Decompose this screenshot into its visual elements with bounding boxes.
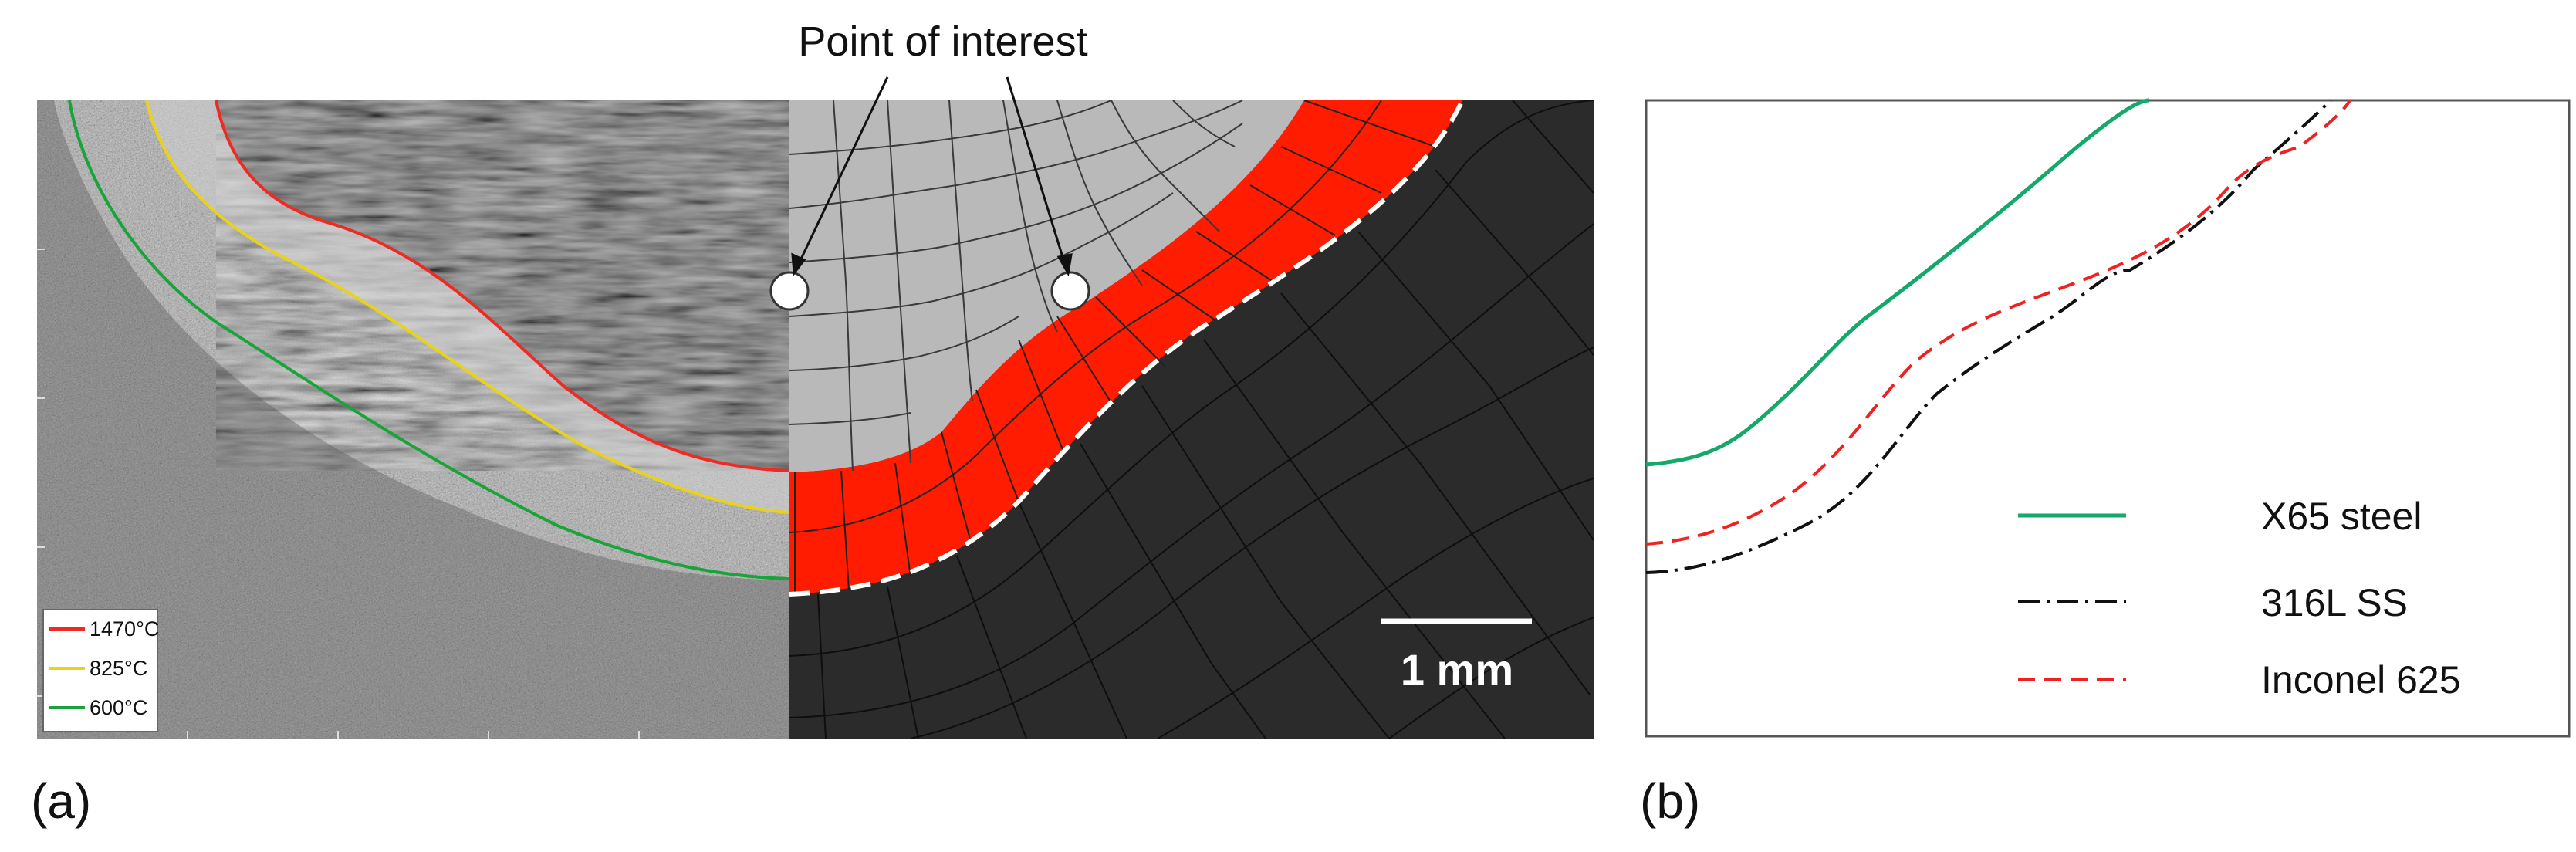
legend-label-316l: 316L SS xyxy=(2261,581,2408,624)
x65-steel-curve xyxy=(1645,98,2150,467)
micrograph-panel xyxy=(37,100,789,739)
legend-label-825: 825°C xyxy=(90,657,147,680)
fe-mesh-panel: 1 mm xyxy=(789,100,1594,739)
scale-bar-label: 1 mm xyxy=(1401,645,1513,694)
point-of-interest-marker-1 xyxy=(769,271,810,311)
inconel-625-curve xyxy=(1645,100,2351,546)
legend-label-1470: 1470°C xyxy=(90,617,159,641)
annotation-arrows xyxy=(791,76,1073,277)
isotherm-600-line xyxy=(68,100,789,580)
fusion-boundary-line xyxy=(789,100,1465,597)
point-of-interest-marker-2 xyxy=(1050,271,1090,311)
point-of-interest-label: Point of interest xyxy=(798,19,1087,65)
legend-label-x65: X65 steel xyxy=(2261,495,2422,538)
isotherm-1470-line xyxy=(215,100,789,472)
panel-a-label: (a) xyxy=(31,773,91,829)
comparison-plot-panel: X65 steel 316L SS Inconel 625 xyxy=(1645,98,2571,738)
isotherm-825-line xyxy=(145,100,789,514)
316l-ss-curve xyxy=(1645,99,2332,574)
temperature-legend: 1470°C 825°C 600°C xyxy=(42,609,159,732)
legend-label-inconel: Inconel 625 xyxy=(2261,658,2461,702)
panel-b-label: (b) xyxy=(1640,773,1700,829)
legend-label-600: 600°C xyxy=(90,696,147,719)
